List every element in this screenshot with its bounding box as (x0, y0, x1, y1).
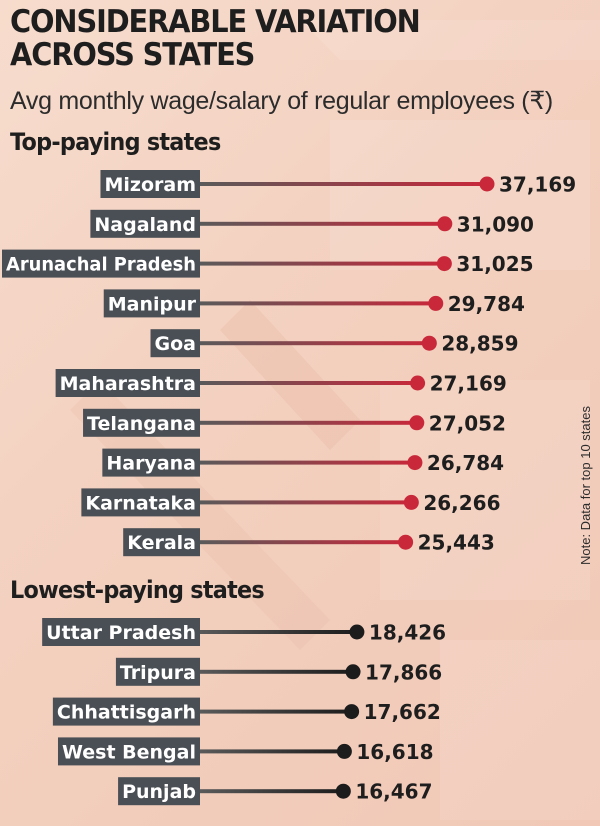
bar-stem-maharashtra (200, 381, 418, 385)
bar-stem-kerala (200, 540, 406, 545)
category-label-uttar-pradesh: Uttar Pradesh (46, 622, 196, 644)
category-box-west-bengal (57, 737, 200, 766)
value-label-telangana: 27,052 (429, 411, 506, 435)
top-paying-group: Mizoram 37,169 Nagaland 31,090 Arunachal Pra… (2, 170, 576, 557)
value-label-west-bengal: 16,618 (356, 740, 433, 764)
category-label-karnataka: Karnataka (85, 492, 196, 514)
data-point-karnataka (403, 494, 419, 510)
chart-title: CONSIDERABLE VARIATION ACROSS STATES (10, 4, 421, 73)
bar-stem-karnataka (200, 500, 412, 505)
data-point-tripura (345, 664, 361, 680)
value-label-arunachal-pradesh: 31,025 (456, 252, 533, 276)
category-label-goa: Goa (155, 333, 196, 355)
footnote: Note: Data for top 10 states (578, 406, 593, 565)
data-point-arunachal-pradesh (436, 256, 452, 272)
value-label-punjab: 16,467 (355, 780, 432, 804)
data-point-maharashtra (410, 375, 426, 391)
bar-stem-mizoram (200, 182, 487, 186)
value-label-chhattisgarh: 17,662 (364, 700, 441, 724)
data-point-punjab (335, 783, 351, 799)
data-point-mizoram (479, 176, 495, 192)
category-box-nagaland (90, 209, 200, 238)
lowest-paying-group: Uttar Pradesh 18,426 Tripura 17,866 Chhattis… (42, 618, 446, 806)
data-point-nagaland (437, 216, 453, 232)
bar-stem-nagaland (200, 221, 445, 226)
value-label-maharashtra: 27,169 (430, 372, 507, 396)
value-label-uttar-pradesh: 18,426 (369, 621, 446, 645)
category-label-west-bengal: West Bengal (62, 741, 196, 763)
bar-stem-arunachal-pradesh (200, 261, 445, 266)
data-point-chhattisgarh (344, 704, 360, 720)
data-point-manipur (428, 295, 444, 311)
category-label-telangana: Telangana (87, 413, 196, 435)
category-label-mizoram: Mizoram (104, 174, 196, 196)
chart-subtitle: Avg monthly wage/salary of regular emplo… (10, 87, 553, 115)
category-box-maharashtra (55, 369, 200, 397)
bar-stem-uttar-pradesh (200, 630, 357, 634)
category-box-manipur (103, 289, 200, 318)
category-box-kerala (123, 528, 200, 557)
title-line-1: CONSIDERABLE VARIATION (10, 4, 421, 40)
category-label-tripura: Tripura (120, 662, 196, 684)
category-label-arunachal-pradesh: Arunachal Pradesh (6, 254, 196, 276)
value-label-tripura: 17,866 (365, 660, 442, 684)
title-line-2: ACROSS STATES (10, 37, 255, 73)
bar-stem-west-bengal (200, 749, 345, 754)
category-label-nagaland: Nagaland (94, 214, 196, 236)
category-label-kerala: Kerala (127, 532, 196, 554)
category-box-arunachal-pradesh (2, 249, 200, 278)
data-point-goa (421, 335, 437, 351)
category-box-punjab (118, 777, 200, 806)
value-label-manipur: 29,784 (448, 292, 525, 316)
value-label-goa: 28,859 (441, 332, 518, 356)
value-label-karnataka: 26,266 (423, 491, 500, 515)
value-label-mizoram: 37,169 (499, 173, 576, 197)
category-label-punjab: Punjab (122, 781, 196, 803)
bar-stem-chhattisgarh (200, 709, 352, 714)
category-box-uttar-pradesh (42, 618, 200, 646)
section-title-lowest-paying: Lowest-paying states (10, 576, 265, 604)
category-box-haryana (102, 448, 200, 477)
section-title-top-paying: Top-paying states (10, 128, 221, 156)
category-box-chhattisgarh (52, 697, 200, 726)
value-label-haryana: 26,784 (427, 451, 504, 475)
category-label-maharashtra: Maharashtra (60, 373, 196, 395)
data-point-uttar-pradesh (349, 624, 365, 640)
category-box-goa (150, 329, 200, 358)
category-box-karnataka (81, 488, 200, 517)
category-box-tripura (115, 657, 200, 686)
category-box-telangana (83, 408, 200, 437)
value-label-kerala: 25,443 (418, 531, 495, 555)
data-point-kerala (398, 534, 414, 550)
bar-stem-tripura (200, 669, 354, 674)
data-point-haryana (407, 455, 423, 471)
value-label-nagaland: 31,090 (457, 212, 534, 236)
category-box-mizoram (100, 170, 200, 198)
data-point-west-bengal (336, 743, 352, 759)
bar-stem-haryana (200, 460, 415, 465)
bar-stem-goa (200, 341, 430, 346)
data-point-telangana (409, 415, 425, 431)
bar-stem-telangana (200, 420, 417, 425)
category-label-chhattisgarh: Chhattisgarh (57, 702, 196, 724)
category-label-haryana: Haryana (106, 453, 196, 475)
category-label-manipur: Manipur (108, 293, 197, 315)
bar-stem-manipur (200, 301, 436, 306)
bar-stem-punjab (200, 789, 344, 794)
